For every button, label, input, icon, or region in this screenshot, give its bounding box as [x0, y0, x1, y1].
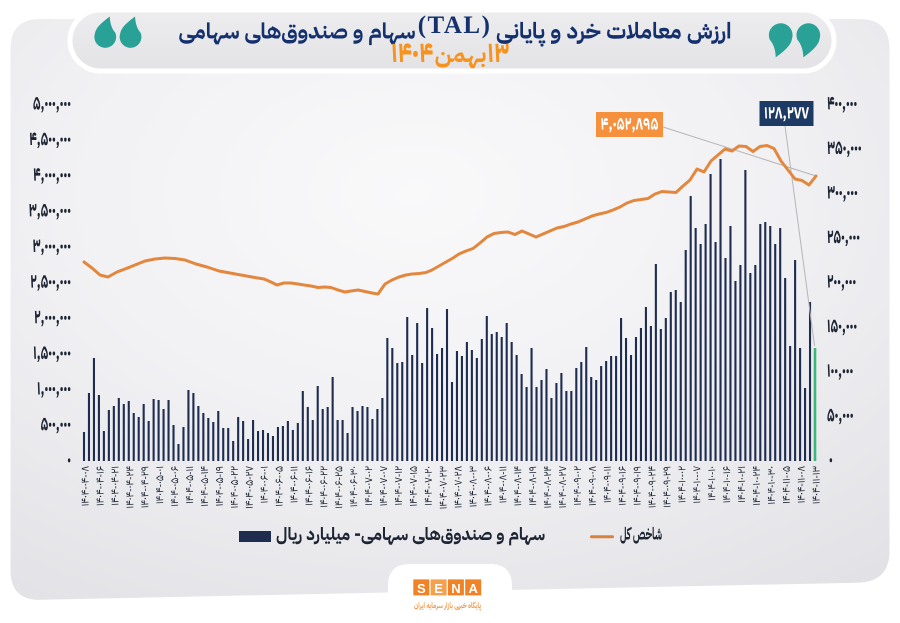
svg-text:A: A: [469, 581, 479, 596]
svg-text:S: S: [417, 581, 426, 596]
svg-text:N: N: [451, 581, 460, 596]
svg-text:E: E: [434, 581, 443, 596]
svg-text:(TAL): (TAL): [418, 12, 492, 39]
